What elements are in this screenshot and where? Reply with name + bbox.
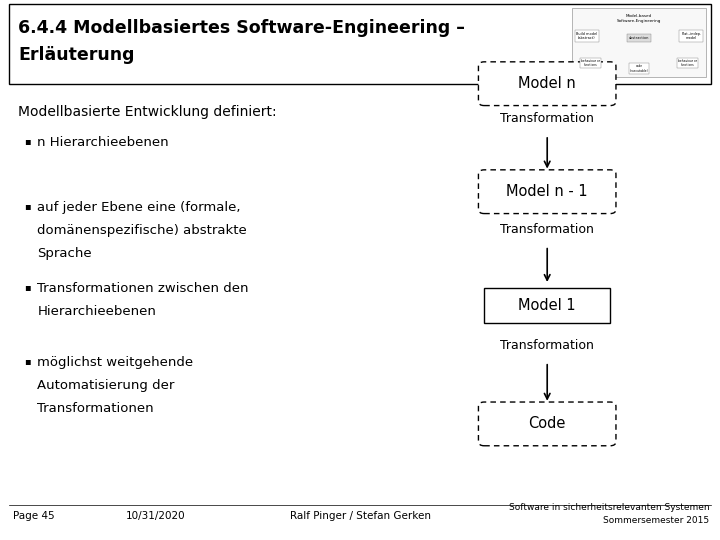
Text: abstraction: abstraction <box>629 36 649 40</box>
Text: Sprache: Sprache <box>37 247 92 260</box>
FancyBboxPatch shape <box>9 4 711 84</box>
Text: Model n - 1: Model n - 1 <box>506 184 588 199</box>
Text: 6.4.4 Modellbasiertes Software-Engineering –: 6.4.4 Modellbasiertes Software-Engineeri… <box>18 19 465 37</box>
Text: ▪: ▪ <box>24 136 30 146</box>
Text: Transformationen: Transformationen <box>37 402 154 415</box>
Text: Hierarchieebenen: Hierarchieebenen <box>37 305 156 318</box>
Text: Ralf Pinger / Stefan Gerken: Ralf Pinger / Stefan Gerken <box>289 511 431 521</box>
Text: Code: Code <box>528 416 566 431</box>
FancyBboxPatch shape <box>478 170 616 213</box>
Text: Transformationen zwischen den: Transformationen zwischen den <box>37 282 249 295</box>
Text: Page 45: Page 45 <box>13 511 55 521</box>
Text: auf jeder Ebene eine (formale,: auf jeder Ebene eine (formale, <box>37 201 241 214</box>
Text: Model 1: Model 1 <box>518 298 576 313</box>
FancyBboxPatch shape <box>484 287 610 322</box>
Text: Transformation: Transformation <box>500 223 594 236</box>
Text: Software in sicherheitsrelevanten Systemen: Software in sicherheitsrelevanten System… <box>508 503 709 512</box>
Text: Transformation: Transformation <box>500 112 594 125</box>
Text: ▪: ▪ <box>24 356 30 367</box>
Text: domänenspezifische) abstrakte: domänenspezifische) abstrakte <box>37 224 247 237</box>
FancyBboxPatch shape <box>572 8 706 77</box>
Text: Automatisierung der: Automatisierung der <box>37 379 175 392</box>
Text: n Hierarchieebenen: n Hierarchieebenen <box>37 136 169 149</box>
Text: ▪: ▪ <box>24 282 30 292</box>
Text: code
(executable): code (executable) <box>629 64 649 73</box>
Text: ▪: ▪ <box>24 201 30 212</box>
Text: möglichst weitgehende: möglichst weitgehende <box>37 356 194 369</box>
Text: Sommersemester 2015: Sommersemester 2015 <box>603 516 709 525</box>
FancyBboxPatch shape <box>478 62 616 106</box>
Text: behaviour or
functions: behaviour or functions <box>678 59 697 68</box>
FancyBboxPatch shape <box>478 402 616 446</box>
Text: Plat.-indep.
model: Plat.-indep. model <box>681 32 701 40</box>
Text: Transformation: Transformation <box>500 339 594 352</box>
Text: behaviour or
functions: behaviour or functions <box>581 59 600 68</box>
Text: Model-based
Software-Engineering: Model-based Software-Engineering <box>617 14 661 23</box>
Text: Build model
(abstract): Build model (abstract) <box>576 32 598 40</box>
Text: Erläuterung: Erläuterung <box>18 46 135 64</box>
Text: 10/31/2020: 10/31/2020 <box>126 511 186 521</box>
Text: Modellbasierte Entwicklung definiert:: Modellbasierte Entwicklung definiert: <box>18 105 276 119</box>
Text: Model n: Model n <box>518 76 576 91</box>
